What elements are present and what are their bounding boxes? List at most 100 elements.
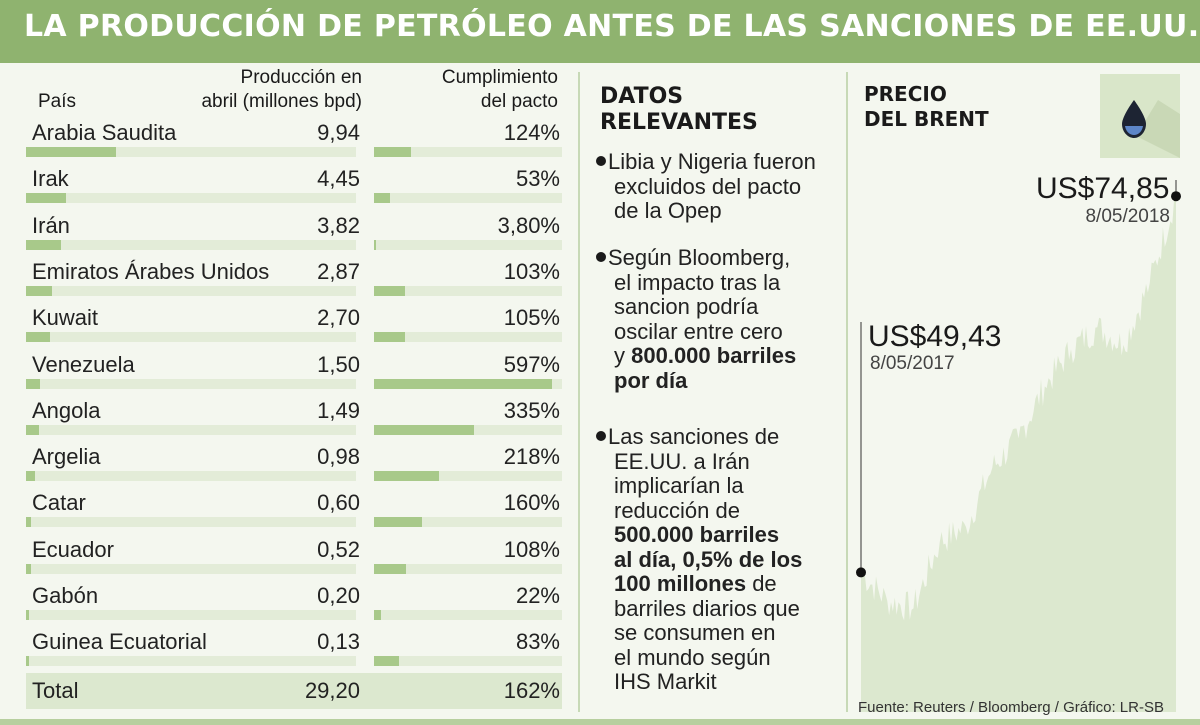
total-label: Total: [32, 678, 79, 703]
bullet-text: Las sanciones de: [608, 424, 780, 449]
pct-bar-track: [374, 610, 562, 620]
pct-bar: [374, 563, 407, 574]
col-header-pais: País: [38, 91, 77, 112]
col-header-cumplimiento-line2: del pacto: [480, 91, 558, 112]
row-pais: Emiratos Árabes Unidos: [32, 258, 270, 284]
prod-bar-track: [26, 563, 356, 574]
bullet-text-bold: al día, 0,5% de los: [614, 546, 803, 572]
start-price: US$49,43: [868, 320, 1002, 353]
row-pais: Ecuador: [32, 536, 114, 562]
bullet-text: de: [746, 571, 777, 596]
row-pais: Kuwait: [32, 305, 99, 331]
datos-title-line1: DATOS: [600, 84, 684, 109]
bullet-dot-icon: [596, 431, 606, 442]
total-produccion: 29,20: [304, 678, 360, 703]
pct-bar: [374, 610, 381, 620]
prod-bar-track: [26, 378, 356, 389]
oil-drop-badge: [1100, 74, 1180, 158]
pct-bar: [374, 471, 439, 482]
prod-bar-track: [26, 285, 356, 296]
row-produccion: 0,52: [317, 536, 360, 562]
datos-bullet: Según Bloomberg, el impacto tras la sancio…: [596, 245, 841, 393]
pct-bar-track: [374, 193, 562, 204]
col-header-cumplimiento-line1: Cumplimiento: [441, 67, 558, 88]
bullet-text: excluidos del pacto: [614, 173, 802, 199]
row-cumplimiento: 335%: [503, 397, 560, 423]
bullet-text: el impacto tras la: [614, 269, 781, 295]
pct-bar-track: [374, 147, 562, 157]
bullet-text: y: [614, 343, 632, 368]
bullet-line: sancion podría: [596, 294, 841, 320]
pct-bar: [374, 193, 390, 204]
prod-bar-track: [26, 424, 356, 435]
pct-bar-track: [374, 563, 562, 574]
start-date: 8/05/2017: [870, 353, 955, 374]
bullet-line: Libia y Nigeria fueron: [596, 149, 841, 175]
row-cumplimiento: 218%: [503, 444, 560, 470]
bullet-text: se consumen en: [614, 620, 776, 645]
prod-bar: [26, 656, 29, 667]
bullet-line: 100 millones de: [596, 571, 841, 597]
row-produccion: 2,87: [317, 258, 360, 284]
row-cumplimiento: 103%: [503, 258, 560, 284]
bullet-line: implicarían la: [596, 473, 841, 499]
prod-bar-track: [26, 239, 356, 250]
prod-bar-track: [26, 193, 356, 204]
prod-bar: [26, 563, 31, 574]
prod-bar-track: [26, 610, 356, 620]
bullet-text: reducción de: [614, 497, 740, 523]
prod-bar-track: [26, 147, 356, 157]
row-pais: Catar: [32, 490, 86, 516]
end-date: 8/05/2018: [1085, 206, 1170, 227]
row-produccion: 2,70: [317, 305, 360, 331]
prod-bar: [26, 285, 52, 296]
bullet-line: reducción de: [596, 497, 841, 524]
row-pais: Arabia Saudita: [32, 120, 177, 145]
row-produccion: 4,45: [317, 166, 360, 192]
pct-bar: [374, 332, 406, 343]
bullet-text: Según Bloomberg,: [608, 245, 791, 270]
pct-bar-track: [374, 285, 562, 296]
pct-bar: [374, 239, 376, 250]
prod-bar: [26, 147, 116, 157]
row-pais: Irán: [32, 212, 70, 238]
pct-bar-track: [374, 656, 562, 667]
prod-bar: [26, 332, 51, 343]
bullet-text: sancion podría: [614, 294, 759, 319]
pct-bar: [374, 147, 411, 157]
bullet-text: implicarían la: [614, 473, 744, 498]
prod-bar: [26, 239, 61, 250]
pct-bar-track: [374, 517, 562, 528]
bullet-text: oscilar entre cero: [614, 318, 783, 344]
datos-title-line2: RELEVANTES: [600, 110, 758, 135]
bullet-text-bold: por día: [614, 367, 688, 393]
total-row: [26, 673, 562, 709]
prod-bar-track: [26, 517, 356, 528]
prod-bar: [26, 517, 32, 528]
bullet-text: Libia y Nigeria fueron: [608, 149, 816, 174]
row-pais: Irak: [32, 166, 69, 192]
datos-bullet: Las sanciones de EE.UU. a Irán implicarían…: [596, 424, 841, 695]
pct-bar-track: [374, 471, 562, 482]
row-produccion: 0,20: [317, 583, 360, 608]
bullet-line: se consumen en: [596, 620, 841, 646]
row-cumplimiento: 108%: [503, 536, 560, 562]
bullet-line: el impacto tras la: [596, 269, 841, 296]
bottom-rule: [0, 719, 1200, 725]
datos-title: DATOS RELEVANTES: [600, 84, 758, 136]
bullet-dot-icon: [596, 252, 606, 263]
column-divider: [846, 72, 848, 712]
source-note: Fuente: Reuters / Bloomberg / Gráfico: L…: [858, 699, 1164, 716]
row-pais: Angola: [32, 397, 101, 423]
brent-title-line2: DEL BRENT: [864, 107, 989, 131]
col-header-produccion: Producción en abril (millones bpd): [200, 66, 362, 114]
pct-bar: [374, 285, 405, 296]
end-price: US$74,85: [1036, 172, 1170, 205]
row-cumplimiento: 53%: [515, 166, 560, 192]
pct-bar-track: [374, 332, 562, 343]
row-pais: Argelia: [32, 444, 101, 470]
bullet-line: excluidos del pacto: [596, 173, 841, 200]
bullet-line: EE.UU. a Irán: [596, 449, 841, 475]
row-cumplimiento: 105%: [503, 305, 560, 331]
